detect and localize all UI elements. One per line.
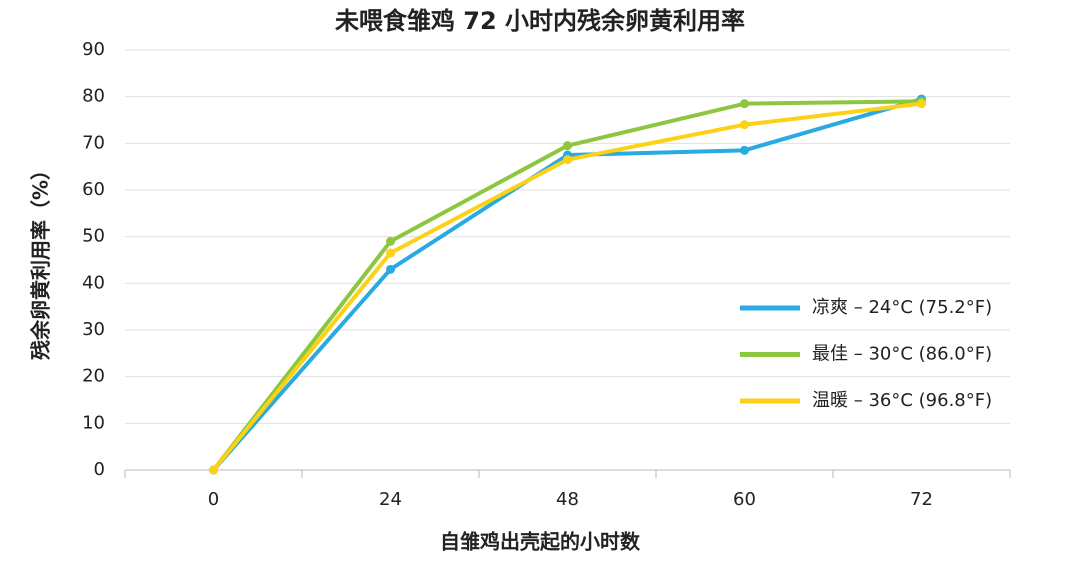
x-tick-label: 60	[733, 489, 756, 510]
x-tick-label: 72	[910, 489, 933, 510]
y-tick-label: 20	[82, 366, 105, 387]
data-point	[386, 236, 395, 246]
chart-title: 未喂食雏鸡 72 小时内残余卵黄利用率	[335, 7, 745, 35]
legend-label: 温暖 – 36°C (96.8°F)	[812, 390, 992, 411]
y-tick-label: 80	[82, 86, 105, 107]
y-tick-label: 70	[82, 132, 105, 153]
x-axis-label: 自雏鸡出壳起的小时数	[440, 530, 641, 554]
data-point	[563, 155, 572, 165]
x-tick-label: 24	[379, 489, 402, 510]
y-tick-label: 50	[82, 226, 105, 247]
x-tick-label: 48	[556, 489, 579, 510]
data-point	[563, 141, 572, 151]
y-tick-label: 10	[82, 412, 105, 433]
data-point	[917, 99, 926, 109]
y-tick-label: 90	[82, 39, 105, 60]
y-tick-label: 30	[82, 319, 105, 340]
data-point	[209, 465, 218, 475]
y-tick-label: 0	[94, 459, 105, 480]
y-axis-label: 残余卵黄利用率（%）	[29, 160, 53, 360]
y-tick-label: 60	[82, 179, 105, 200]
legend-label: 凉爽 – 24°C (75.2°F)	[812, 297, 992, 318]
data-point	[740, 120, 749, 130]
legend-label: 最佳 – 30°C (86.0°F)	[812, 344, 992, 365]
x-tick-label: 0	[208, 489, 219, 510]
data-point	[740, 99, 749, 109]
data-point	[386, 248, 395, 258]
data-point	[740, 145, 749, 155]
y-tick-label: 40	[82, 272, 105, 293]
data-point	[386, 264, 395, 274]
